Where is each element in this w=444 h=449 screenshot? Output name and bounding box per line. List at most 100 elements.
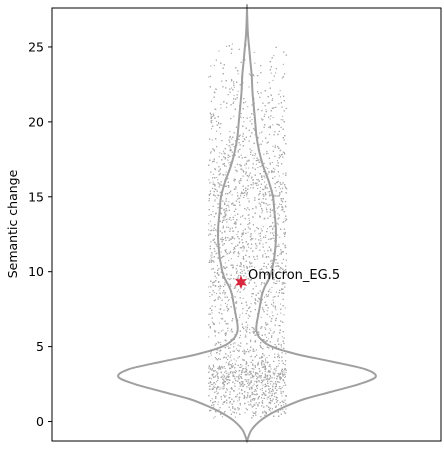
data-point bbox=[283, 281, 285, 283]
data-point bbox=[267, 191, 269, 193]
data-point bbox=[253, 393, 255, 395]
data-point bbox=[251, 150, 253, 152]
data-point bbox=[209, 369, 211, 371]
data-point bbox=[272, 296, 274, 298]
data-point bbox=[219, 388, 221, 390]
data-point bbox=[244, 282, 246, 284]
data-point bbox=[255, 390, 257, 392]
data-point bbox=[241, 365, 243, 367]
data-point bbox=[242, 250, 244, 252]
data-point bbox=[279, 156, 281, 158]
data-point bbox=[209, 292, 211, 294]
data-point bbox=[250, 377, 252, 379]
data-point bbox=[245, 101, 247, 103]
data-point bbox=[254, 350, 256, 352]
data-point bbox=[248, 200, 250, 202]
data-point bbox=[271, 392, 273, 394]
data-point bbox=[260, 238, 262, 240]
data-point bbox=[250, 399, 252, 401]
data-point bbox=[224, 367, 226, 369]
data-point bbox=[264, 327, 266, 329]
data-point bbox=[225, 165, 227, 167]
data-point bbox=[240, 165, 242, 167]
data-point bbox=[211, 375, 213, 377]
data-point bbox=[268, 392, 270, 394]
data-point bbox=[285, 274, 287, 276]
scatter-points bbox=[208, 43, 288, 419]
data-point bbox=[236, 171, 238, 173]
data-point bbox=[274, 402, 276, 404]
data-point bbox=[247, 198, 249, 200]
data-point bbox=[281, 267, 283, 269]
data-point bbox=[244, 156, 246, 158]
data-point bbox=[285, 408, 287, 410]
data-point bbox=[258, 381, 260, 383]
data-point bbox=[224, 185, 226, 187]
data-point bbox=[230, 144, 232, 146]
data-point bbox=[242, 230, 244, 232]
data-point bbox=[239, 316, 241, 318]
data-point bbox=[259, 132, 261, 134]
data-point bbox=[225, 378, 227, 380]
data-point bbox=[257, 167, 259, 169]
data-point bbox=[234, 407, 236, 409]
data-point bbox=[251, 355, 253, 357]
data-point bbox=[247, 243, 249, 245]
data-point bbox=[231, 297, 233, 299]
data-point bbox=[274, 169, 276, 171]
data-point bbox=[247, 317, 249, 319]
data-point bbox=[209, 233, 211, 235]
data-point bbox=[283, 372, 285, 374]
data-point bbox=[218, 123, 220, 125]
data-point bbox=[248, 167, 250, 169]
data-point bbox=[210, 351, 212, 353]
data-point bbox=[212, 374, 214, 376]
data-point bbox=[247, 383, 249, 385]
data-point bbox=[218, 50, 220, 52]
data-point bbox=[237, 73, 239, 75]
data-point bbox=[224, 174, 226, 176]
data-point bbox=[279, 150, 281, 152]
data-point bbox=[256, 179, 258, 181]
data-point bbox=[219, 297, 221, 299]
data-point bbox=[240, 366, 242, 368]
data-point bbox=[280, 183, 282, 185]
data-point bbox=[238, 180, 240, 182]
data-point bbox=[243, 121, 245, 123]
data-point bbox=[245, 366, 247, 368]
data-point bbox=[235, 307, 237, 309]
data-point bbox=[214, 370, 216, 372]
data-point bbox=[236, 192, 238, 194]
data-point bbox=[231, 43, 233, 45]
data-point bbox=[276, 313, 278, 315]
data-point bbox=[237, 400, 239, 402]
data-point bbox=[269, 163, 271, 165]
data-point bbox=[262, 411, 264, 413]
data-point bbox=[285, 353, 287, 355]
data-point bbox=[212, 323, 214, 325]
data-point bbox=[240, 268, 242, 270]
data-point bbox=[242, 140, 244, 142]
data-point bbox=[267, 168, 269, 170]
data-point bbox=[227, 330, 229, 332]
data-point bbox=[218, 267, 220, 269]
data-point bbox=[224, 371, 226, 373]
data-point bbox=[217, 281, 219, 283]
data-point bbox=[243, 384, 245, 386]
data-point bbox=[218, 409, 220, 411]
data-point bbox=[210, 233, 212, 235]
data-point bbox=[284, 376, 286, 378]
data-point bbox=[260, 228, 262, 230]
data-point bbox=[251, 177, 253, 179]
data-point bbox=[264, 113, 266, 115]
data-point bbox=[212, 384, 214, 386]
data-point bbox=[242, 117, 244, 119]
data-point bbox=[261, 402, 263, 404]
data-point bbox=[261, 165, 263, 167]
data-point bbox=[229, 347, 231, 349]
data-point bbox=[237, 349, 239, 351]
data-point bbox=[255, 238, 257, 240]
data-point bbox=[250, 339, 252, 341]
data-point bbox=[274, 259, 276, 261]
data-point bbox=[213, 148, 215, 150]
